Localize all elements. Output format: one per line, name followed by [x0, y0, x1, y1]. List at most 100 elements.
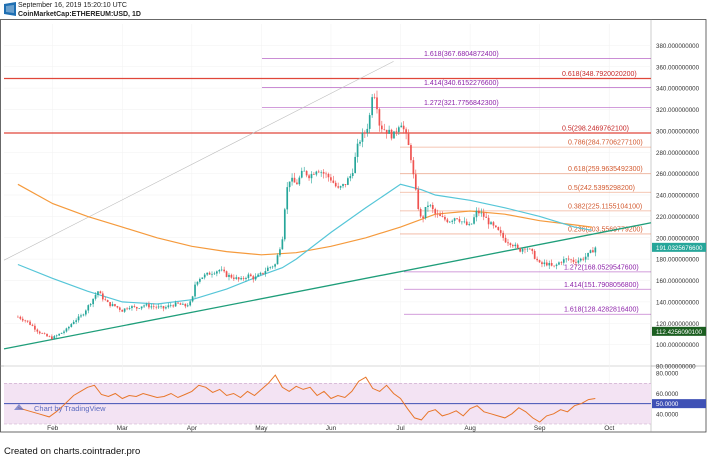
candle-body [114, 304, 116, 307]
candle-body [463, 221, 466, 223]
candle-body [441, 216, 444, 217]
tradingview-watermark: Chart by TradingView [14, 404, 106, 413]
candle-body [417, 189, 420, 210]
candle-body [490, 222, 492, 225]
candle-body [172, 305, 175, 307]
candle-body [225, 271, 228, 277]
candle-body [334, 182, 337, 187]
candle-body [366, 128, 369, 133]
candle-body [276, 255, 279, 265]
candle-body [41, 333, 44, 334]
fib-level-label: 1.272(168.0529547600) [564, 264, 639, 271]
candle-body [77, 316, 80, 321]
candle-body [220, 269, 223, 271]
candle-body [68, 326, 70, 329]
candle-body [577, 260, 580, 263]
price-tick-label: 180.000000000 [656, 257, 700, 264]
time-tick-label: Aug [464, 425, 476, 432]
candle-body [555, 264, 558, 267]
candle-body [487, 217, 490, 225]
time-axis: Feb Mar Apr May Jun Jul Aug Sep Oct [47, 425, 614, 432]
logo-icon [4, 2, 16, 16]
price-tick-label: 360.000000000 [656, 64, 700, 71]
footer-credit: Created on charts.cointrader.pro [4, 446, 141, 457]
candle-body [240, 278, 242, 280]
candle-body [429, 205, 432, 206]
price-tick-label: 120.000000000 [656, 321, 700, 328]
candle-body [427, 205, 429, 207]
candle-body [51, 336, 53, 340]
candle-body [247, 274, 250, 278]
candle-body [320, 172, 323, 173]
candle-body [206, 272, 209, 275]
candle-body [36, 329, 39, 332]
fib-level-label: 0.382(225.1155104100) [568, 203, 642, 210]
candle-body [87, 305, 90, 311]
chart-symbol: CoinMarketCap:ETHEREUM:USD, 1D [18, 11, 141, 18]
candle-body [131, 306, 133, 309]
candle-body [17, 316, 19, 318]
candle-body [342, 184, 344, 187]
candle-body [101, 293, 104, 300]
candle-body [436, 213, 439, 215]
candle-body [594, 247, 597, 253]
price-tag [652, 242, 706, 252]
candle-body [269, 266, 272, 268]
candle-body [516, 244, 519, 249]
candle-body [356, 143, 359, 157]
price-tick-label: 240.000000000 [656, 193, 700, 200]
candle-body [395, 131, 398, 133]
candle-body [230, 274, 233, 278]
candle-body [157, 306, 160, 308]
support-trendline [3, 222, 652, 350]
candle-body [504, 237, 507, 243]
candle-body [143, 305, 145, 307]
rsi-tick-label: 80.0000 [656, 371, 679, 378]
candle-body [82, 314, 85, 316]
candle-body [19, 316, 22, 319]
candle-body [34, 325, 36, 330]
candle-body [218, 269, 221, 272]
candle-body [533, 250, 536, 259]
candle-body [60, 332, 63, 334]
candle-body [439, 214, 441, 217]
candle-body [121, 309, 124, 312]
watermark-icon [14, 404, 24, 410]
candle-body [46, 333, 48, 337]
candle-body [560, 262, 563, 264]
rsi-mid-tag [652, 399, 706, 409]
candle-body [160, 306, 162, 307]
candle-body [315, 171, 318, 175]
candle-body [31, 324, 34, 326]
candle-body [339, 186, 342, 188]
time-tick-label: Mar [117, 425, 129, 432]
price-tick-label: 300.000000000 [656, 128, 700, 135]
candle-body [126, 308, 128, 310]
candle-body [519, 248, 521, 252]
fib-level-label: 0.618(348.7920020200) [562, 71, 637, 78]
candle-body [89, 304, 92, 306]
candle-body [414, 174, 417, 190]
candle-body [482, 212, 485, 217]
candle-body [444, 216, 446, 220]
candle-body [228, 274, 230, 277]
candle-body [378, 109, 381, 126]
candle-body [165, 307, 167, 309]
candle-body [26, 320, 29, 322]
candle-body [470, 223, 473, 225]
candle-body [458, 219, 461, 222]
candle-body [553, 265, 555, 267]
trend-lines [3, 61, 652, 350]
candle-body [473, 217, 475, 224]
candle-body [162, 306, 165, 309]
candle-body [419, 209, 422, 217]
candle-body [63, 331, 65, 333]
candle-body [118, 307, 121, 310]
candle-body [565, 258, 568, 260]
candle-body [390, 129, 393, 139]
candle-body [492, 222, 495, 226]
candle-body [310, 174, 313, 179]
ma-200-line [17, 183, 592, 256]
watermark-label: Chart by TradingView [34, 404, 106, 413]
